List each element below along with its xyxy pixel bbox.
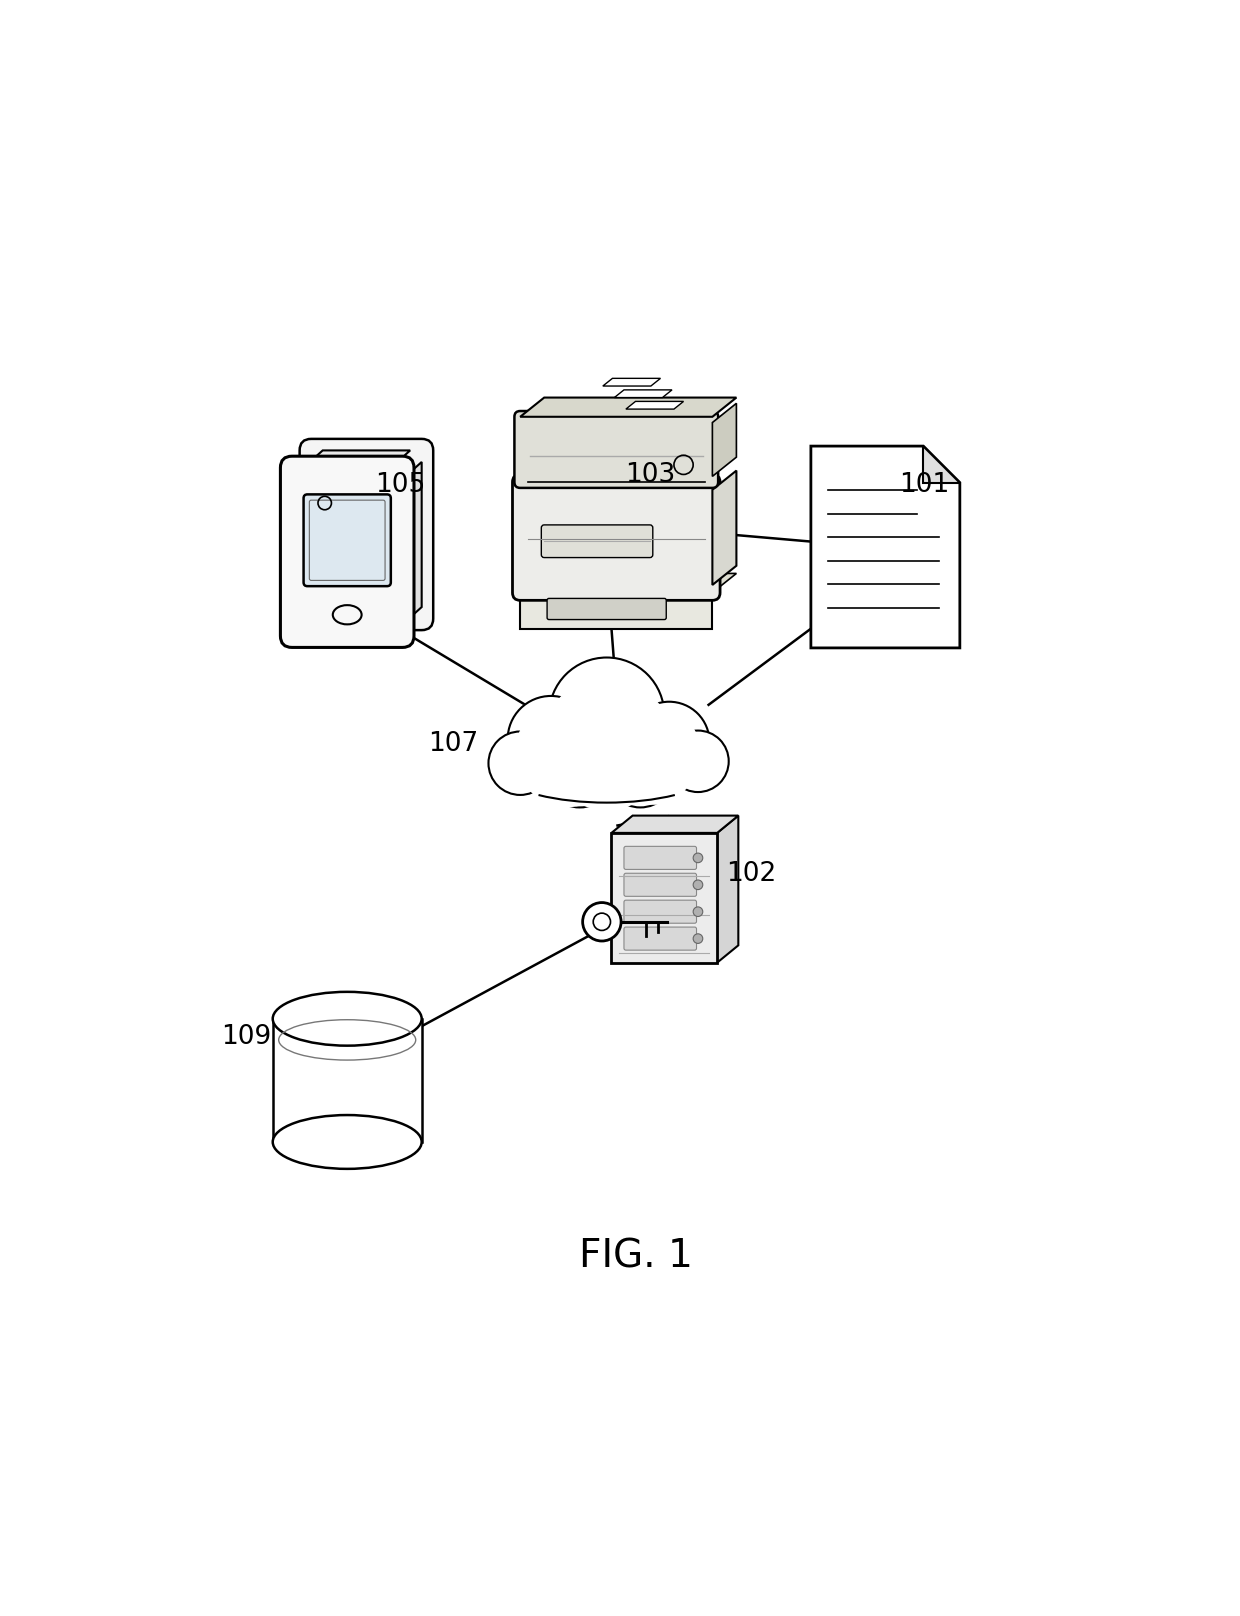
- Text: FIG. 1: FIG. 1: [579, 1238, 692, 1275]
- Text: 102: 102: [725, 861, 776, 887]
- FancyBboxPatch shape: [515, 410, 718, 488]
- FancyBboxPatch shape: [624, 900, 697, 923]
- Circle shape: [489, 732, 552, 795]
- Circle shape: [693, 934, 703, 944]
- Circle shape: [600, 703, 699, 803]
- Text: 101: 101: [899, 472, 949, 498]
- Circle shape: [605, 739, 675, 808]
- Polygon shape: [717, 816, 738, 963]
- Polygon shape: [626, 401, 683, 409]
- Ellipse shape: [273, 1115, 422, 1168]
- FancyBboxPatch shape: [624, 847, 697, 869]
- Circle shape: [543, 734, 616, 808]
- Bar: [611, 832, 717, 963]
- FancyBboxPatch shape: [542, 525, 652, 558]
- Polygon shape: [304, 451, 410, 467]
- Circle shape: [605, 739, 675, 808]
- FancyBboxPatch shape: [521, 593, 713, 629]
- Ellipse shape: [273, 992, 422, 1046]
- Text: 105: 105: [374, 472, 425, 498]
- FancyBboxPatch shape: [624, 928, 697, 950]
- Text: 107: 107: [428, 730, 479, 756]
- FancyBboxPatch shape: [547, 598, 666, 619]
- Polygon shape: [811, 446, 960, 648]
- Text: 109: 109: [221, 1025, 272, 1050]
- FancyBboxPatch shape: [280, 456, 414, 648]
- Circle shape: [667, 730, 729, 792]
- Polygon shape: [611, 816, 738, 832]
- Text: 103: 103: [625, 462, 675, 488]
- Polygon shape: [614, 389, 672, 398]
- FancyBboxPatch shape: [300, 440, 433, 630]
- Polygon shape: [521, 398, 737, 417]
- Polygon shape: [712, 470, 737, 585]
- Circle shape: [629, 701, 709, 782]
- Circle shape: [667, 730, 729, 792]
- Polygon shape: [521, 574, 737, 593]
- Circle shape: [583, 903, 621, 941]
- Polygon shape: [603, 378, 661, 386]
- Circle shape: [489, 732, 552, 795]
- Circle shape: [507, 696, 594, 782]
- Circle shape: [693, 853, 703, 863]
- FancyBboxPatch shape: [304, 494, 391, 587]
- Circle shape: [593, 913, 610, 931]
- FancyBboxPatch shape: [624, 873, 697, 897]
- Circle shape: [693, 907, 703, 916]
- Polygon shape: [924, 446, 960, 483]
- Circle shape: [507, 696, 594, 782]
- Circle shape: [549, 658, 665, 772]
- Circle shape: [542, 679, 672, 810]
- Circle shape: [629, 701, 709, 782]
- Polygon shape: [403, 462, 422, 624]
- Circle shape: [693, 881, 703, 889]
- Circle shape: [516, 701, 621, 806]
- Polygon shape: [712, 404, 737, 477]
- Bar: [273, 1010, 422, 1151]
- Circle shape: [549, 658, 665, 772]
- Circle shape: [543, 734, 616, 808]
- FancyBboxPatch shape: [512, 475, 720, 600]
